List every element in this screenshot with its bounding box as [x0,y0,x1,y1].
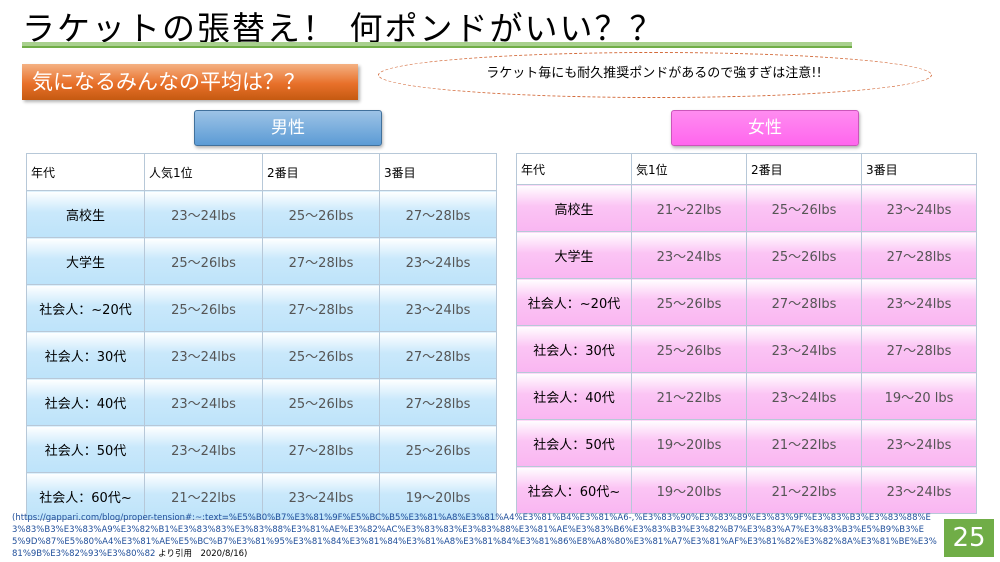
table-row: 大学生 25～26lbs 27～28lbs 23～24lbs [26,237,497,285]
value-cell: 21～22lbs [631,184,747,232]
value-cell: 25～26lbs [262,331,380,379]
value-cell: 23～24lbs [262,472,380,520]
value-cell: 23～24lbs [861,419,977,467]
value-cell: 25～26lbs [262,378,380,426]
age-cell: 社会人：~20代 [516,278,632,326]
age-cell: 社会人：60代~ [516,466,632,514]
value-cell: 19～20 lbs [861,372,977,420]
value-cell: 19～20lbs [379,472,497,520]
value-cell: 25～26lbs [144,284,263,332]
value-cell: 25～26lbs [746,231,862,279]
age-cell: 高校生 [26,190,145,238]
value-cell: 25～26lbs [631,278,747,326]
source-url[interactable]: (https://gappari.com/blog/proper-tension… [12,513,937,559]
value-cell: 27～28lbs [861,325,977,373]
table-row: 社会人：60代~ 19～20lbs 21～22lbs 23～24lbs [516,466,977,514]
header-cell: 2番目 [746,153,862,185]
page-number: 25 [944,519,994,557]
value-cell: 23～24lbs [746,372,862,420]
header-cell: 年代 [516,153,632,185]
table-row: 社会人：30代 23～24lbs 25～26lbs 27～28lbs [26,331,497,379]
value-cell: 21～22lbs [144,472,263,520]
age-cell: 大学生 [516,231,632,279]
age-cell: 大学生 [26,237,145,285]
table-row: 高校生 23～24lbs 25～26lbs 27～28lbs [26,190,497,238]
header-cell: 2番目 [262,153,380,191]
value-cell: 21～22lbs [746,419,862,467]
value-cell: 27～28lbs [746,278,862,326]
table-row: 社会人：~20代 25～26lbs 27～28lbs 23～24lbs [26,284,497,332]
age-cell: 社会人：60代~ [26,472,145,520]
value-cell: 27～28lbs [861,231,977,279]
value-cell: 21～22lbs [631,372,747,420]
value-cell: 25～26lbs [631,325,747,373]
value-cell: 25～26lbs [379,425,497,473]
table-row: 大学生 23～24lbs 25～26lbs 27～28lbs [516,231,977,279]
table-row: 社会人：50代 19～20lbs 21～22lbs 23～24lbs [516,419,977,467]
header-cell: 人気1位 [144,153,263,191]
table-row: 社会人：40代 23～24lbs 25～26lbs 27～28lbs [26,378,497,426]
value-cell: 23～24lbs [379,237,497,285]
slide-title: ラケットの張替え！ 何ポンドがいい？？ [22,9,665,48]
source-footnote: (https://gappari.com/blog/proper-tension… [12,512,937,560]
title-underline [22,42,852,46]
value-cell: 23～24lbs [144,425,263,473]
female-label: 女性 [671,110,859,146]
value-cell: 27～28lbs [262,425,380,473]
table-row: 社会人：50代 23～24lbs 27～28lbs 25～26lbs [26,425,497,473]
table-row: 高校生 21～22lbs 25～26lbs 23～24lbs [516,184,977,232]
value-cell: 23～24lbs [861,278,977,326]
value-cell: 21～22lbs [746,466,862,514]
value-cell: 27～28lbs [262,284,380,332]
header-cell: 年代 [26,153,145,191]
value-cell: 25～26lbs [262,190,380,238]
age-cell: 社会人：30代 [26,331,145,379]
value-cell: 23～24lbs [144,190,263,238]
value-cell: 23～24lbs [144,378,263,426]
value-cell: 23～24lbs [861,466,977,514]
value-cell: 25～26lbs [746,184,862,232]
value-cell: 23～24lbs [144,331,263,379]
table-row: 社会人：30代 25～26lbs 23～24lbs 27～28lbs [516,325,977,373]
title-underline-dark [22,46,852,48]
note-text: ラケット毎にも耐久推奨ポンドがあるので強すぎは注意!! [486,66,822,81]
header-cell: 3番目 [379,153,497,191]
value-cell: 25～26lbs [144,237,263,285]
age-cell: 社会人：50代 [26,425,145,473]
age-cell: 社会人：50代 [516,419,632,467]
source-citation-date: より引用 2020/8/16) [155,549,248,559]
value-cell: 23～24lbs [631,231,747,279]
value-cell: 23～24lbs [746,325,862,373]
table-header-row: 年代 気1位 2番目 3番目 [516,153,977,185]
value-cell: 27～28lbs [262,237,380,285]
table-header-row: 年代 人気1位 2番目 3番目 [26,153,497,191]
header-cell: 気1位 [631,153,747,185]
female-table: 年代 気1位 2番目 3番目 高校生 21～22lbs 25～26lbs 23～… [516,153,977,514]
value-cell: 27～28lbs [379,378,497,426]
value-cell: 27～28lbs [379,331,497,379]
note-oval [378,52,932,98]
age-cell: 社会人：40代 [26,378,145,426]
table-row: 社会人：40代 21～22lbs 23～24lbs 19～20 lbs [516,372,977,420]
value-cell: 19～20lbs [631,466,747,514]
male-table: 年代 人気1位 2番目 3番目 高校生 23～24lbs 25～26lbs 27… [26,153,497,520]
value-cell: 27～28lbs [379,190,497,238]
table-row: 社会人：60代~ 21～22lbs 23～24lbs 19～20lbs [26,472,497,520]
male-label: 男性 [194,110,382,146]
subheading-banner: 気になるみんなの平均は？？ [22,64,358,100]
value-cell: 23～24lbs [861,184,977,232]
header-cell: 3番目 [861,153,977,185]
value-cell: 23～24lbs [379,284,497,332]
age-cell: 社会人：~20代 [26,284,145,332]
age-cell: 高校生 [516,184,632,232]
age-cell: 社会人：30代 [516,325,632,373]
value-cell: 19～20lbs [631,419,747,467]
age-cell: 社会人：40代 [516,372,632,420]
table-row: 社会人：~20代 25～26lbs 27～28lbs 23～24lbs [516,278,977,326]
